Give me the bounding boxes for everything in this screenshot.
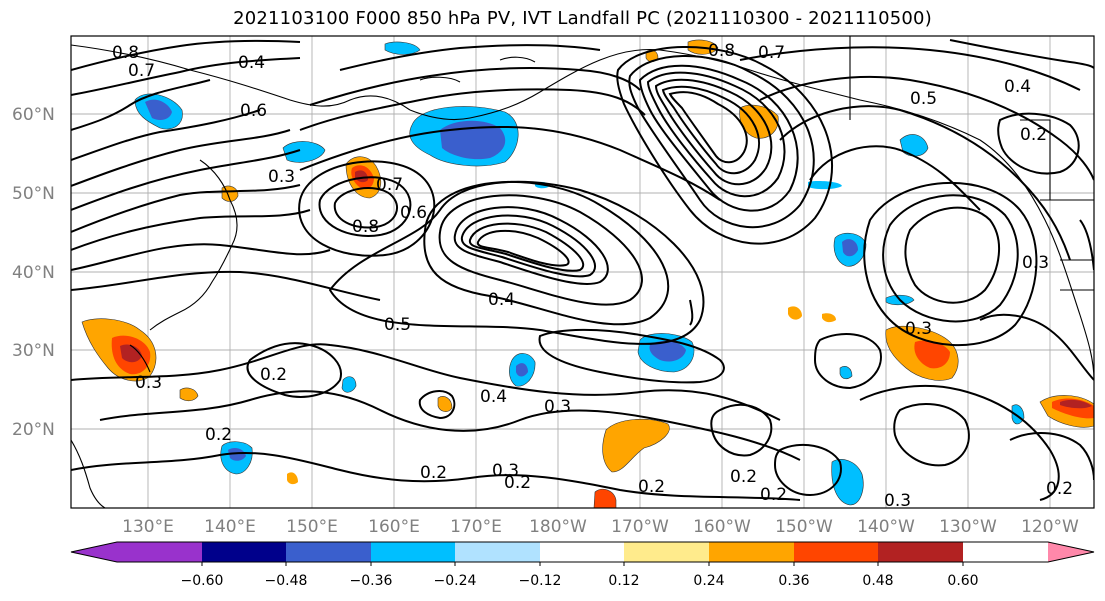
contour-label: 0.2: [760, 485, 787, 505]
contour-label: 0.4: [480, 387, 507, 407]
colorbar-tick-label: −0.60: [181, 573, 224, 589]
colorbar-segment: [455, 542, 540, 562]
lon-label: 130°W: [939, 517, 997, 537]
lon-label: 120°W: [1021, 517, 1079, 537]
colorbar: −0.60 −0.48 −0.36 −0.24 −0.12 0.12 0.24 …: [70, 541, 1095, 589]
contour-label: 0.7: [758, 43, 785, 63]
contour-label: 0.8: [112, 43, 139, 63]
lat-label: 50°N: [12, 184, 55, 204]
lon-label: 170°W: [611, 517, 669, 537]
colorbar-tick-label: −0.12: [519, 573, 562, 589]
contour-label: 0.2: [260, 365, 287, 385]
contour-label: 0.5: [384, 315, 411, 335]
lat-label: 30°N: [12, 341, 55, 361]
contour-label: 0.7: [128, 61, 155, 81]
latitude-labels: 60°N 50°N 40°N 30°N 20°N: [12, 105, 55, 440]
colorbar-segment: [286, 542, 371, 562]
colorbar-tick-label: 0.60: [947, 573, 978, 589]
lon-label: 130°E: [122, 517, 174, 537]
contour-label: 0.3: [905, 319, 932, 339]
map-title: 2021103100 F000 850 hPa PV, IVT Landfall…: [233, 8, 932, 29]
longitude-labels: 130°E 140°E 150°E 160°E 170°E 180°W 170°…: [122, 517, 1079, 537]
colorbar-outline: [70, 541, 1095, 563]
lon-label: 160°E: [368, 517, 420, 537]
contour-label-layer: 0.8 0.7 0.4 0.6 0.3 0.7 0.8 0.6 0.5 0.4 …: [112, 41, 1073, 511]
colorbar-segment: [624, 542, 709, 562]
contour-label: 0.4: [488, 290, 515, 310]
colorbar-tick-label: 0.36: [778, 573, 809, 589]
colorbar-segment: [709, 542, 794, 562]
map-frame: [70, 35, 1095, 509]
contour-label: 0.2: [504, 473, 531, 493]
lon-label: 180°W: [529, 517, 587, 537]
contour-label: 0.2: [730, 467, 757, 487]
colorbar-segment: [202, 542, 286, 562]
contour-label: 0.2: [205, 425, 232, 445]
colorbar-segments: [70, 541, 1095, 566]
colorbar-tick-label: −0.36: [350, 573, 393, 589]
contour-label: 0.8: [708, 41, 735, 61]
contour-label: 0.4: [1004, 77, 1031, 97]
lon-label: 170°E: [450, 517, 502, 537]
lon-label: 140°E: [204, 517, 256, 537]
contour-label: 0.6: [400, 203, 427, 223]
colorbar-segment: [794, 542, 878, 562]
colorbar-segment: [878, 542, 963, 562]
lon-label: 150°W: [775, 517, 833, 537]
colorbar-extend-low: [71, 542, 117, 562]
contour-label: 0.3: [544, 397, 571, 417]
contour-label: 0.8: [352, 217, 379, 237]
lat-label: 40°N: [12, 263, 55, 283]
lat-label: 20°N: [12, 420, 55, 440]
contour-label: 0.2: [1020, 125, 1047, 145]
colorbar-tick-label: −0.48: [265, 573, 308, 589]
colorbar-segment: [117, 542, 202, 562]
colorbar-tick-label: 0.24: [693, 573, 724, 589]
contour-label: 0.2: [420, 463, 447, 483]
lat-label: 60°N: [12, 105, 55, 125]
contour-label: 0.7: [376, 175, 403, 195]
coastlines: [71, 36, 1094, 508]
pv-contours: [71, 39, 1094, 501]
contour-label: 0.5: [910, 89, 937, 109]
contour-label: 0.3: [492, 461, 519, 481]
lon-label: 160°W: [693, 517, 751, 537]
colorbar-ticks: −0.60 −0.48 −0.36 −0.24 −0.12 0.12 0.24 …: [181, 573, 979, 589]
colorbar-tick-label: 0.12: [608, 573, 639, 589]
colorbar-segment: [540, 542, 624, 562]
lon-label: 140°W: [857, 517, 915, 537]
contour-label: 0.3: [135, 373, 162, 393]
contour-label: 0.2: [1046, 479, 1073, 499]
contour-label: 0.4: [238, 53, 265, 73]
colorbar-extend-high: [1048, 542, 1094, 562]
colorbar-segment: [371, 542, 455, 562]
contour-label: 0.2: [638, 477, 665, 497]
contour-label: 0.3: [268, 167, 295, 187]
colorbar-tick-label: 0.48: [862, 573, 893, 589]
colorbar-tick-label: −0.24: [434, 573, 477, 589]
contour-label: 0.3: [884, 491, 911, 511]
lon-label: 150°E: [286, 517, 338, 537]
contour-label: 0.6: [240, 101, 267, 121]
contour-label: 0.3: [1022, 253, 1049, 273]
